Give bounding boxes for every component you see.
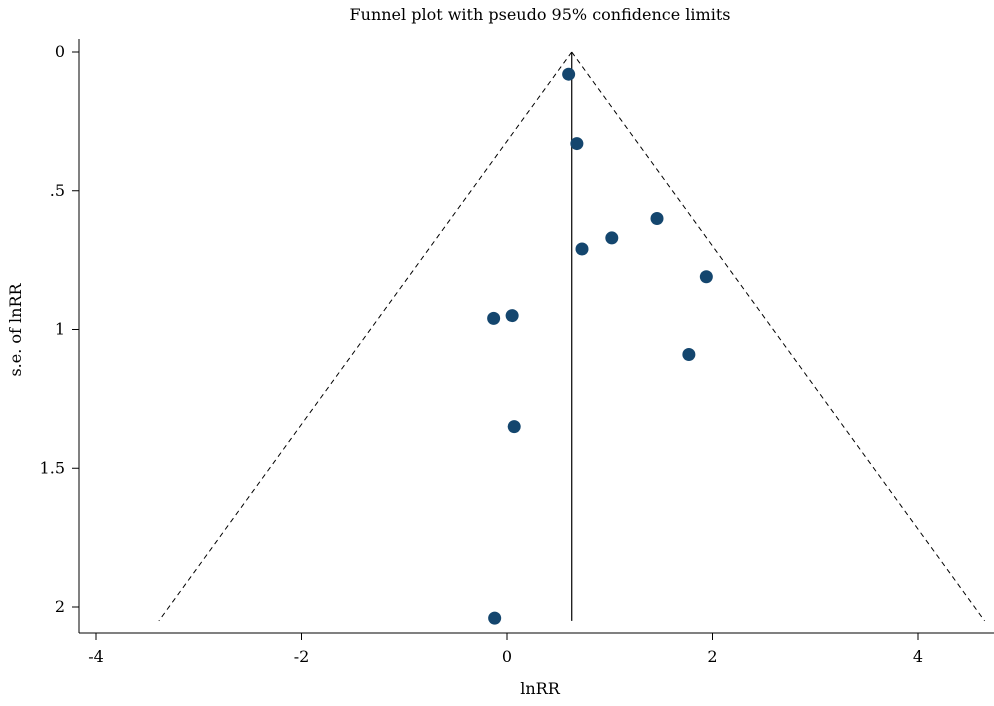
y-tick-label: 1.5 <box>40 458 65 477</box>
y-ticks: 0 .5 1 1.5 2 <box>40 42 79 616</box>
data-point <box>605 231 619 245</box>
data-point <box>562 67 576 81</box>
x-tick-label: -4 <box>88 647 104 666</box>
data-point <box>570 137 584 151</box>
data-point <box>507 420 521 434</box>
data-point <box>575 242 589 256</box>
x-tick-label: 0 <box>502 647 512 666</box>
data-points <box>487 67 713 625</box>
data-point <box>488 611 502 625</box>
y-tick-label: 0 <box>55 42 65 61</box>
data-point <box>682 347 696 361</box>
y-tick-label: .5 <box>50 181 65 200</box>
data-point <box>505 309 519 323</box>
y-tick-label: 2 <box>55 597 65 616</box>
x-ticks: -4 -2 0 2 4 <box>88 633 923 666</box>
axes <box>78 39 994 634</box>
data-point <box>487 311 501 325</box>
funnel-lines <box>158 51 985 622</box>
y-axis-label: s.e. of lnRR <box>6 283 25 377</box>
x-axis-label: lnRR <box>520 679 560 698</box>
lower-confidence-limit <box>158 51 573 622</box>
chart-title: Funnel plot with pseudo 95% confidence l… <box>350 5 731 24</box>
data-point <box>650 212 664 225</box>
upper-confidence-limit <box>571 51 985 622</box>
data-point <box>699 270 713 284</box>
x-tick-label: 2 <box>707 647 717 666</box>
y-tick-label: 1 <box>55 320 65 339</box>
x-tick-label: -2 <box>294 647 310 666</box>
x-tick-label: 4 <box>913 647 923 666</box>
